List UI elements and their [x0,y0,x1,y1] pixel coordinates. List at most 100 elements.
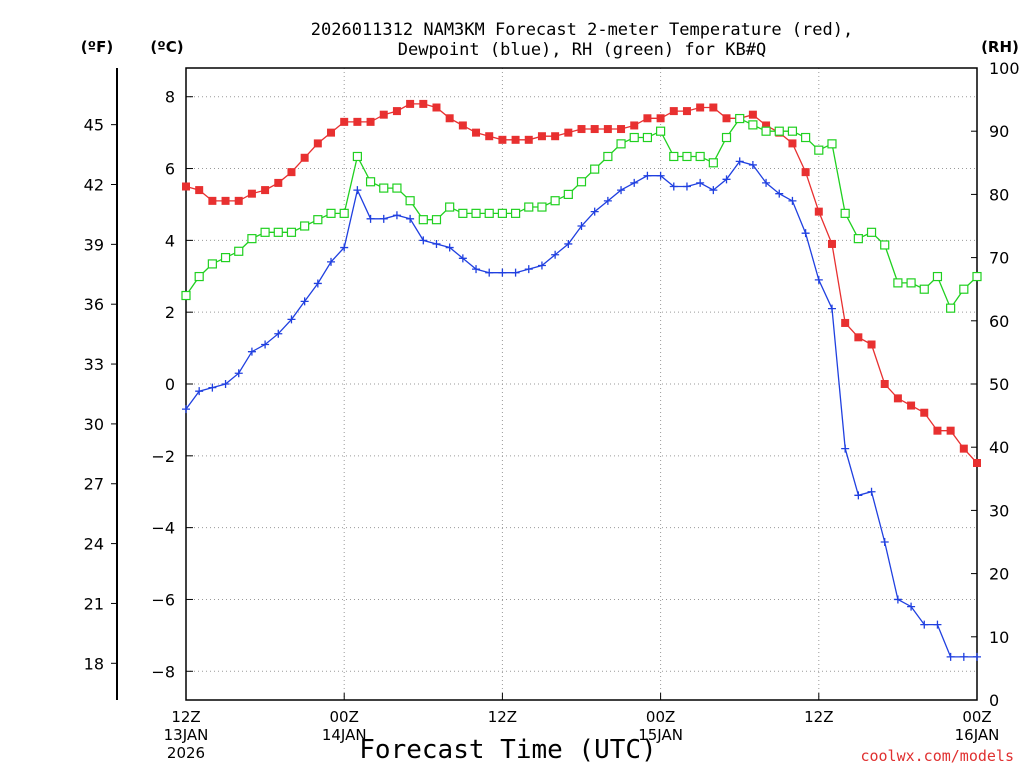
dewpoint-point [208,383,217,392]
dewpoint-point [195,387,204,396]
dewpoint-point [722,175,731,184]
temperature-point [353,117,362,126]
temperature-point [669,107,678,116]
temperature-point [406,99,415,108]
rh-point [721,132,732,143]
dewpoint-point [920,620,929,629]
celsius-tick-label: 8 [165,88,175,107]
dewpoint-point [841,444,850,453]
dewpoint-point [353,186,362,195]
temperature-point [682,107,691,116]
dewpoint-point [946,652,955,661]
gridlines [186,68,977,700]
temperature-point [287,168,296,177]
temperature-point [511,135,520,144]
temperature-point [893,394,902,403]
dewpoint-point [643,171,652,180]
dewpoint-point [287,315,296,324]
temperature-point [973,459,981,467]
fahrenheit-tick-label: 21 [84,594,104,613]
rh-point [260,227,270,237]
temperature-point [247,189,256,198]
rh-point [524,202,534,212]
celsius-axis: 8 6 4 2 0 −2 −4 −6 −8 [151,88,193,681]
temperature-point [854,333,863,342]
rh-point [840,208,850,218]
rh-point [220,253,231,263]
temperature-point [617,125,626,134]
rh-point [669,151,679,162]
rh-point [550,196,560,206]
temperature-point [933,426,942,435]
celsius-tick-label: 2 [165,303,175,322]
fahrenheit-unit-label: (ºF) [81,38,113,56]
temperature-point [722,114,731,123]
dewpoint-point [419,236,428,245]
fahrenheit-axis: 45 42 39 36 33 30 27 24 21 18 [84,116,117,673]
rh-point [352,151,362,162]
temperature-point [748,110,757,119]
dewpoint-series [182,157,981,661]
dewpoint-point [603,196,612,205]
temperature-point [472,128,481,137]
dewpoint-point [432,239,441,248]
rh-point [207,259,217,269]
temperature-point [524,135,533,144]
temperature-point [946,426,955,435]
fahrenheit-tick-label: 45 [84,116,104,135]
rh-tick-label: 60 [989,312,1009,331]
temperature-point [959,444,968,453]
dewpoint-point [406,214,415,223]
rh-point [919,284,929,294]
rh-point [695,151,705,162]
time-tick-label: 00Z [962,708,991,726]
dewpoint-point [472,265,481,274]
temperature-point [801,168,810,177]
time-tick-label: 13JAN [164,726,209,744]
x-axis-title: Forecast Time (UTC) [359,735,656,765]
temperature-point [366,117,375,126]
dewpoint-point [445,243,454,252]
dewpoint-point [656,171,665,180]
rh-point [313,215,323,225]
rh-point [748,120,758,130]
rh-point [629,132,639,143]
rh-point [853,234,863,244]
dewpoint-point [669,182,678,191]
rh-unit-label: (RH) [981,38,1019,56]
dewpoint-point [682,182,691,191]
dewpoint-point [801,229,810,238]
rh-point [247,234,257,244]
rh-point [445,202,455,212]
rh-point [405,196,415,206]
temperature-point [379,110,388,119]
time-tick-label: 2026 [167,744,205,762]
rh-point [735,113,745,124]
dewpoint-point [247,347,256,356]
temperature-point [313,139,322,148]
rh-point [761,126,771,136]
dewpoint-point [524,265,533,274]
rh-point [497,208,507,218]
temperature-point [788,139,797,148]
temperature-point [274,178,283,187]
fahrenheit-tick-label: 24 [84,535,104,554]
chart-title-line1: 2026011312 NAM3KM Forecast 2-meter Tempe… [311,20,853,40]
celsius-tick-label: 4 [165,231,175,250]
rh-point [932,271,943,282]
dewpoint-point [511,268,520,277]
rh-series [181,113,982,313]
dewpoint-point [696,178,705,187]
dewpoint-point [762,178,771,187]
dewpoint-point [907,602,916,611]
temperature-point [300,153,309,162]
dewpoint-point [498,268,507,277]
rh-point [537,202,547,212]
dewpoint-point [261,340,270,349]
temperature-point [551,132,560,141]
rh-point [866,227,877,237]
temperature-point [498,135,507,144]
rh-point [603,151,613,162]
chart-title-line2: Dewpoint (blue), RH (green) for KB#Q [398,40,766,60]
